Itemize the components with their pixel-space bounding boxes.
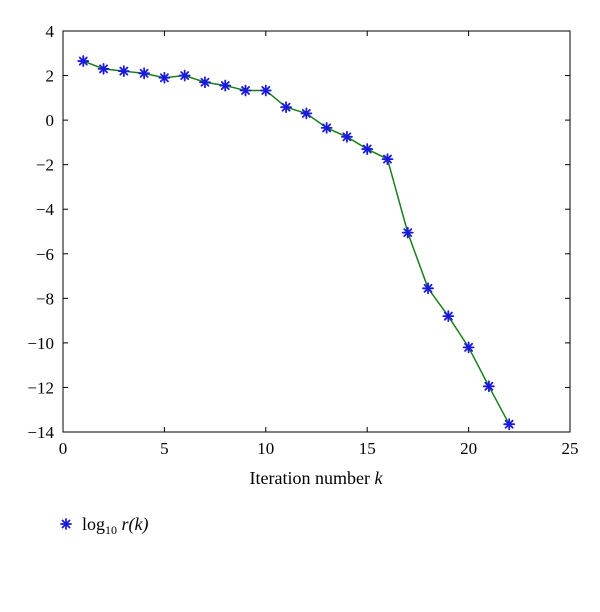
data-point-marker xyxy=(280,101,292,114)
x-tick-label: 15 xyxy=(359,439,376,458)
data-point-marker xyxy=(442,310,455,323)
y-tick-label: 4 xyxy=(46,22,55,41)
data-point-marker xyxy=(300,107,313,120)
data-point-marker xyxy=(381,153,394,165)
y-tick-label: 2 xyxy=(46,67,55,86)
y-tick-label: −6 xyxy=(36,245,54,264)
plot-area xyxy=(62,30,571,433)
x-axis-title: Iteration number k xyxy=(250,468,384,488)
data-point-marker xyxy=(138,67,151,80)
data-point-marker xyxy=(117,65,130,77)
legend-marker-glyph xyxy=(60,518,72,530)
y-tick-label: 0 xyxy=(46,111,55,130)
y-tick-label: −12 xyxy=(27,378,54,397)
data-point-marker xyxy=(320,122,333,134)
data-point-marker xyxy=(422,282,434,295)
data-point-marker xyxy=(259,84,272,97)
legend-label-rest: r(k) xyxy=(117,514,148,535)
data-point-marker xyxy=(482,380,495,393)
series-line xyxy=(83,60,510,425)
data-point-marker xyxy=(158,71,171,84)
x-axis-ticks: 0 5 10 15 20 25 xyxy=(59,31,579,458)
y-axis-ticks: 4 2 0 −2 −4 −6 −8 −10 −12 −14 xyxy=(27,22,570,442)
data-point-marker xyxy=(401,226,414,239)
data-point-marker xyxy=(219,79,232,92)
x-tick-label: 5 xyxy=(160,439,169,458)
y-tick-label: −8 xyxy=(36,289,54,308)
legend-marker-asterisk xyxy=(60,518,72,530)
y-tick-label: −4 xyxy=(36,200,55,219)
data-point-marker xyxy=(178,69,191,82)
series-layer xyxy=(77,55,516,431)
x-tick-label: 20 xyxy=(460,439,477,458)
legend-label-sub: 10 xyxy=(105,523,117,537)
legend: log10 r(k) xyxy=(60,514,149,537)
y-tick-label: −14 xyxy=(27,423,54,442)
legend-label-main: log xyxy=(82,514,105,534)
data-point-marker xyxy=(199,76,211,89)
x-axis-title-text: Iteration number xyxy=(250,468,375,488)
legend-label: log10 r(k) xyxy=(82,514,149,537)
x-tick-label: 10 xyxy=(257,439,274,458)
data-point-marker xyxy=(77,55,90,67)
data-point-marker xyxy=(341,130,353,143)
data-point-marker xyxy=(361,143,374,155)
x-axis-title-var: k xyxy=(374,468,383,488)
x-tick-label: 0 xyxy=(59,439,68,458)
data-point-marker xyxy=(503,418,516,431)
data-point-marker xyxy=(239,84,252,97)
data-point-marker xyxy=(97,62,110,75)
y-tick-label: −10 xyxy=(27,334,54,353)
y-tick-label: −2 xyxy=(36,156,54,175)
data-point-marker xyxy=(462,341,475,354)
x-tick-label: 25 xyxy=(562,439,579,458)
